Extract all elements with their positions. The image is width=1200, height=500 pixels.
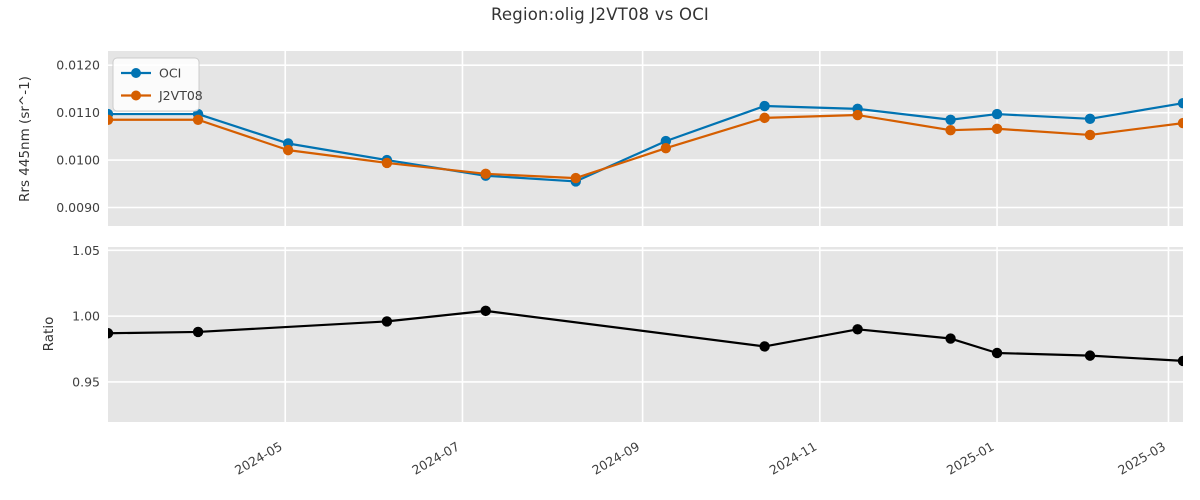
series-marker-ratio <box>991 347 1003 359</box>
series-line-ratio <box>108 309 1183 362</box>
xtick-label: 2024-11 <box>767 439 820 478</box>
rrs-y-axis-label: Rrs 445nm (sr^-1) <box>17 76 33 202</box>
ytick-label: 0.0110 <box>56 105 100 120</box>
series-marker-j2vt08 <box>192 114 204 125</box>
legend-label-oci: OCI <box>159 66 181 81</box>
series-marker-j2vt08 <box>759 112 770 124</box>
series-marker-j2vt08 <box>660 143 672 154</box>
series-marker-ratio <box>852 324 863 335</box>
series-marker-ratio <box>192 326 204 338</box>
legend-label-j2vt08: J2VT08 <box>158 88 203 103</box>
series-marker-j2vt08 <box>991 123 1003 134</box>
plot-area-1 <box>108 247 1183 422</box>
series-marker-oci <box>759 100 770 112</box>
xtick-label: 2025-01 <box>944 439 997 478</box>
ytick-label: 0.95 <box>72 374 100 389</box>
series-marker-j2vt08 <box>1177 117 1183 129</box>
chart-title: Region:olig J2VT08 vs OCI <box>491 5 709 24</box>
ytick-label: 0.0120 <box>56 58 100 73</box>
xtick-label: 2024-07 <box>409 439 462 478</box>
plot-area-0 <box>108 51 1183 226</box>
series-marker-ratio <box>945 333 956 344</box>
series-marker-j2vt08 <box>480 168 491 180</box>
xtick-label: 2025-03 <box>1115 439 1168 478</box>
legend-box <box>112 57 200 112</box>
series-marker-oci <box>945 114 956 125</box>
ratio-y-axis-label: Ratio <box>41 316 57 352</box>
ytick-label: 0.0100 <box>56 153 100 168</box>
series-marker-j2vt08 <box>945 125 956 136</box>
series-marker-ratio <box>480 305 491 317</box>
series-marker-j2vt08 <box>570 172 581 184</box>
series-group-0 <box>108 97 1183 187</box>
series-marker-j2vt08 <box>282 144 294 156</box>
series-marker-j2vt08 <box>108 114 114 125</box>
series-marker-ratio <box>108 328 114 339</box>
series-marker-oci <box>1084 113 1096 125</box>
series-marker-j2vt08 <box>1084 129 1096 141</box>
series-marker-j2vt08 <box>381 157 393 169</box>
series-marker-oci <box>991 108 1003 120</box>
series-marker-ratio <box>381 316 393 327</box>
series-marker-j2vt08 <box>852 109 863 121</box>
xtick-label: 2024-09 <box>589 439 642 478</box>
ytick-label: 1.00 <box>72 309 100 324</box>
ytick-label: 1.05 <box>72 243 100 258</box>
series-group-1 <box>108 305 1183 367</box>
series-marker-oci <box>1177 97 1183 109</box>
legend-marker-j2vt08 <box>131 90 141 101</box>
legend-marker-oci <box>131 68 141 78</box>
series-marker-oci <box>660 135 672 147</box>
series-marker-ratio <box>1084 350 1096 361</box>
legend: OCI J2VT08 <box>112 57 203 112</box>
series-marker-ratio <box>1177 355 1183 367</box>
series-marker-ratio <box>759 341 770 352</box>
ytick-label: 0.0090 <box>56 200 100 215</box>
xtick-label: 2024-05 <box>232 439 285 478</box>
